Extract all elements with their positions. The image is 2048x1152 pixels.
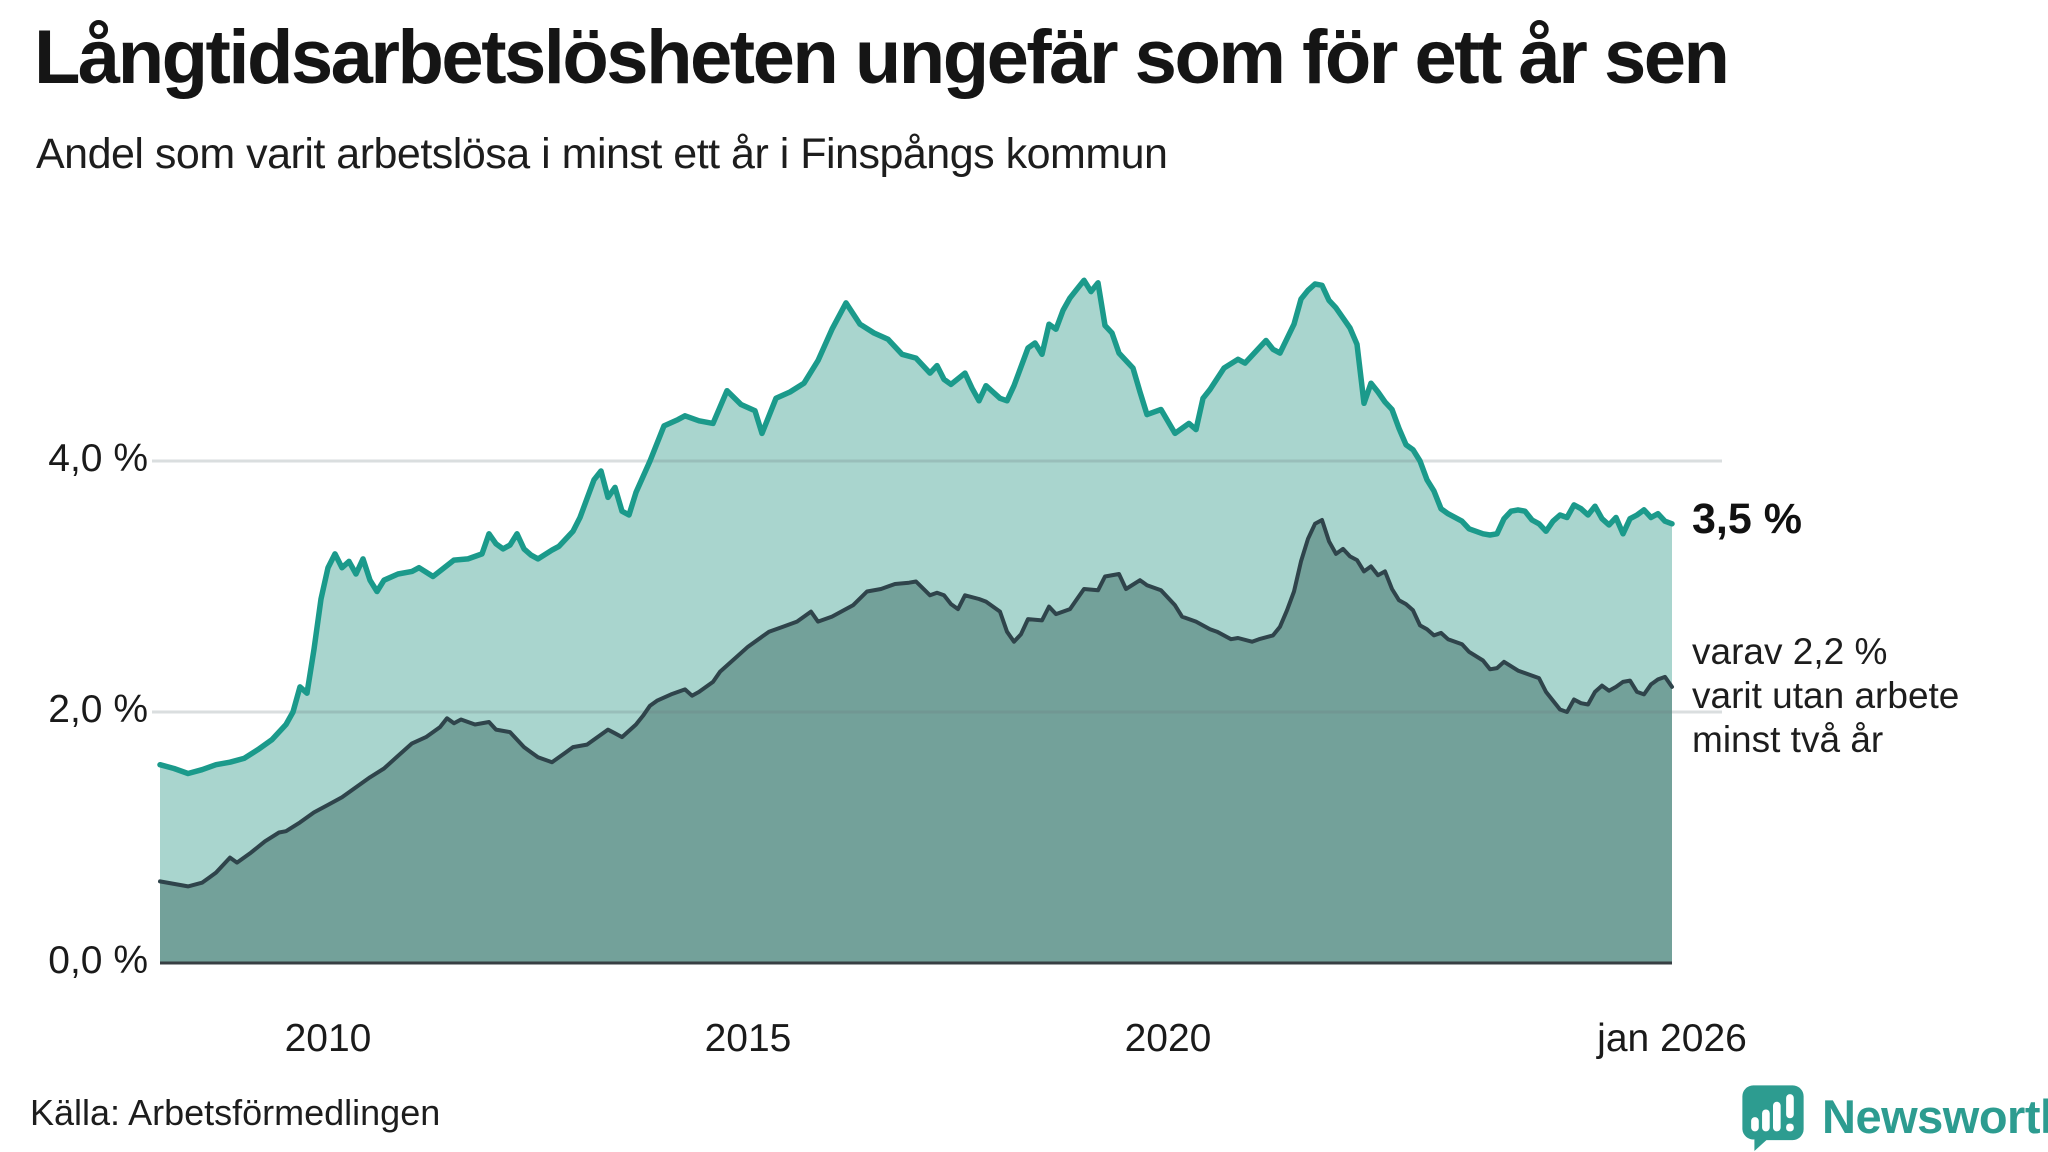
page-title: Långtidsarbetslösheten ungefär som för e…: [34, 15, 1730, 100]
x-tick-label: 2020: [1124, 1017, 1212, 1060]
newsworthy-logo: Newsworthy: [1738, 1080, 2048, 1152]
total-line: [157, 277, 1675, 777]
annotation-line: varit utan arbete: [1692, 675, 1960, 716]
newsworthy-wordmark: Newsworthy: [1822, 1089, 2048, 1143]
series-end-value-label: 3,5 %: [1692, 495, 1802, 543]
two-year-line: [158, 518, 1674, 889]
x-tick-label: jan 2026: [1597, 1017, 1747, 1060]
source-credit: Källa: Arbetsförmedlingen: [30, 1092, 441, 1133]
annotation-line: varav 2,2 %: [1692, 631, 1888, 672]
annotation-line: minst två år: [1692, 719, 1884, 760]
y-tick-label: 0,0 %: [48, 939, 148, 982]
y-tick-label: 4,0 %: [48, 437, 148, 480]
page-subtitle: Andel som varit arbetslösa i minst ett å…: [36, 130, 1168, 178]
newsworthy-bubble-chart-icon: [1742, 1085, 1804, 1151]
x-tick-label: 2010: [284, 1017, 372, 1060]
two-year-annotation: varav 2,2 % varit utan arbete minst två …: [1692, 630, 1959, 762]
x-tick-label: 2015: [704, 1017, 792, 1060]
gridlines: [152, 459, 1722, 714]
y-tick-label: 2,0 %: [48, 688, 148, 731]
two-year-area-fill: [160, 520, 1672, 963]
